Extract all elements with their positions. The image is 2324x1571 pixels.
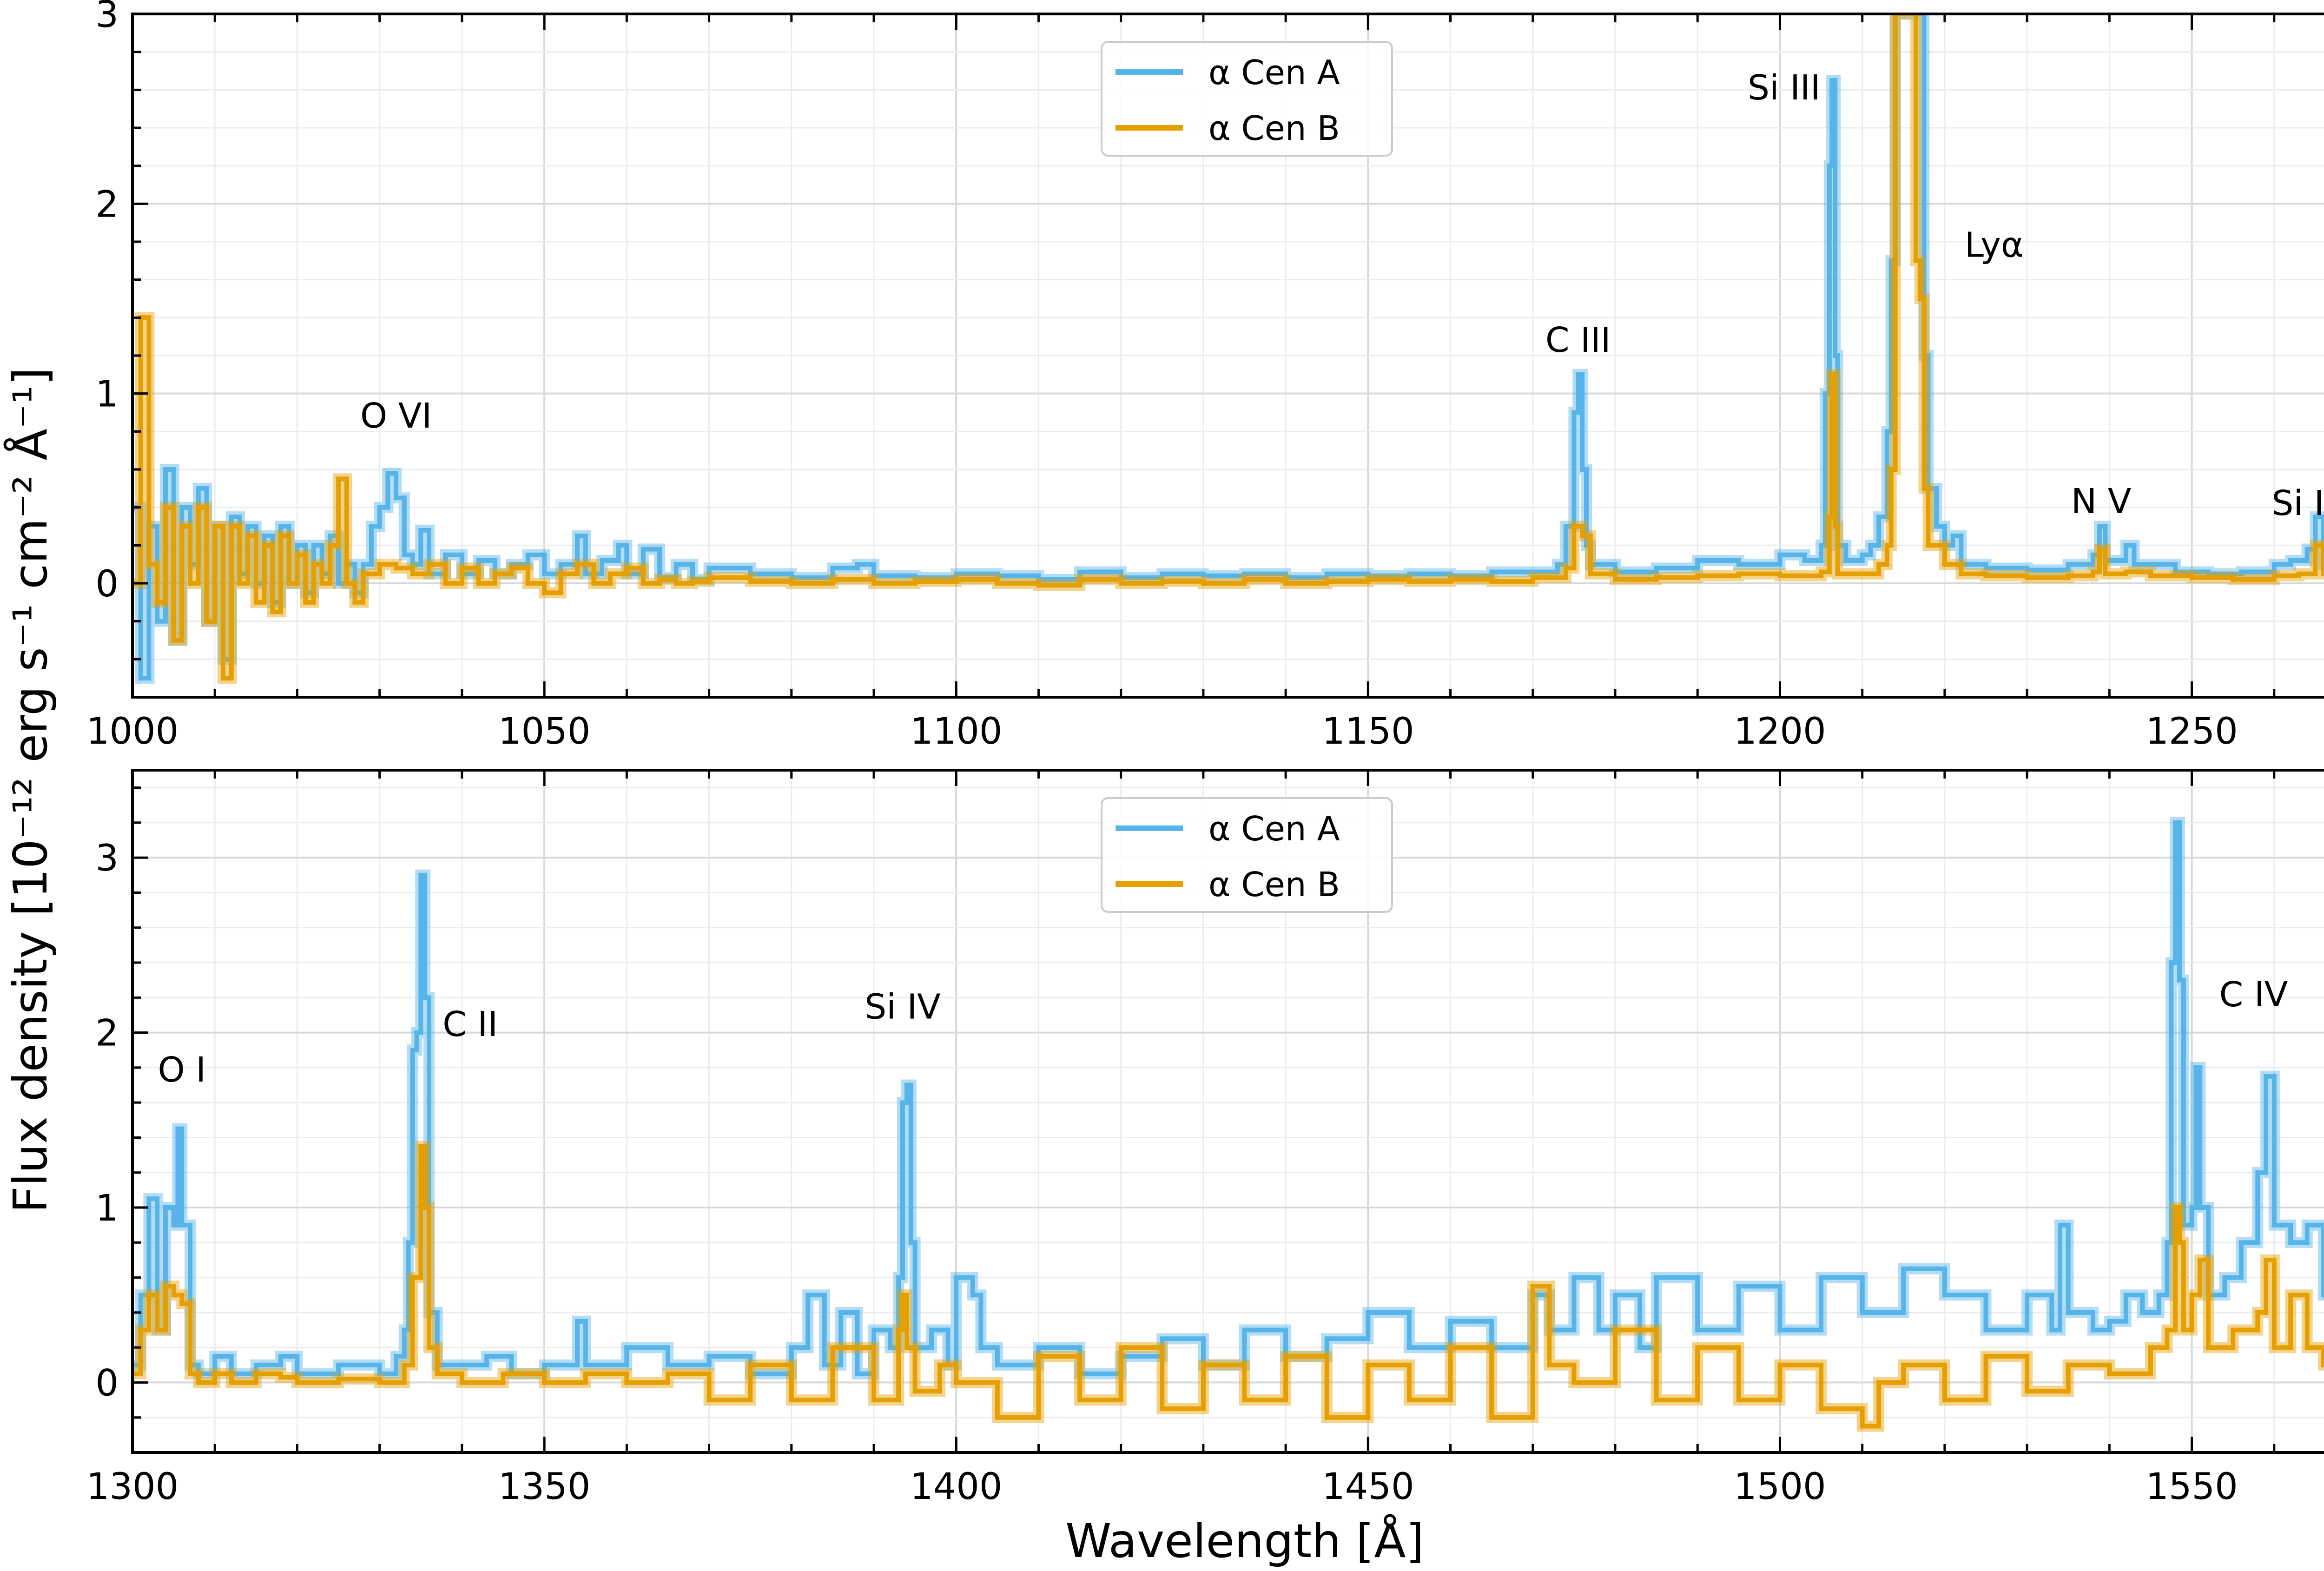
legend-entry: α Cen B [1208,109,1340,148]
x-tick-label: 1150 [1322,711,1414,752]
bottom-legend: α Cen A α Cen B [1101,797,1393,913]
x-tick-label: 1500 [1734,1466,1826,1508]
bottom-series-layer [132,817,2324,1432]
line-annotation: Si II [2271,483,2324,523]
x-tick-label: 1550 [2146,1466,2238,1508]
top-series-layer [132,14,2324,684]
bottom-plot-frame [131,769,2324,1454]
top-legend: α Cen A α Cen B [1101,41,1393,157]
y-tick-label: 3 [95,0,119,36]
x-tick-label: 1000 [86,711,179,752]
y-tick-label: 2 [95,1013,119,1055]
x-tick-label: 1050 [498,711,591,752]
x-tick-label: 1300 [86,1466,179,1508]
y-tick-label: 0 [95,563,119,605]
x-tick-label: 1100 [910,711,1003,752]
panel-bottom: O I C II Si IV C IV 1300 1350 1400 1450 1500 155… [86,769,2324,1508]
line-annotation: Lyα [1965,225,2024,265]
x-tick-label: 1350 [498,1466,591,1508]
y-tick-label: 1 [95,374,119,416]
bottom-cen-b-series-line [132,1144,2324,1429]
y-axis-label: Flux density [10⁻¹² erg s⁻¹ cm⁻² Å⁻¹] [3,367,58,1213]
x-tick-label: 1450 [1322,1466,1414,1508]
legend-entry: α Cen B [1208,865,1340,904]
top-cen-b-series-line [132,14,2324,681]
top-annotations: O VI C III Si III Lyα N V Si II [360,68,2324,523]
y-tick-label: 2 [95,184,119,225]
line-annotation: C IV [2219,975,2288,1015]
x-axis-label: Wavelength [Å] [1065,1513,1424,1568]
legend-entry: α Cen A [1208,809,1340,848]
line-annotation: C II [442,1004,498,1044]
line-annotation: N V [2071,482,2132,521]
y-tick-label: 3 [95,838,119,879]
x-tick-label: 1200 [1734,711,1826,752]
line-annotation: O I [158,1050,206,1090]
top-plot-frame [131,13,2324,699]
line-annotation: O VI [360,396,432,436]
line-annotation: Si IV [865,987,941,1027]
line-annotation: Si III [1748,68,1821,108]
line-annotation: C III [1545,320,1611,360]
legend-entry: α Cen A [1208,53,1340,92]
x-tick-label: 1250 [2146,711,2238,752]
bottom-annotations: O I C II Si IV C IV [158,975,2288,1090]
x-tick-label: 1400 [910,1466,1003,1508]
y-tick-label: 0 [95,1362,119,1404]
y-tick-label: 1 [95,1188,119,1229]
top-ticks: 1000 1050 1100 1150 1200 1250 0 1 2 3 [86,0,2276,752]
